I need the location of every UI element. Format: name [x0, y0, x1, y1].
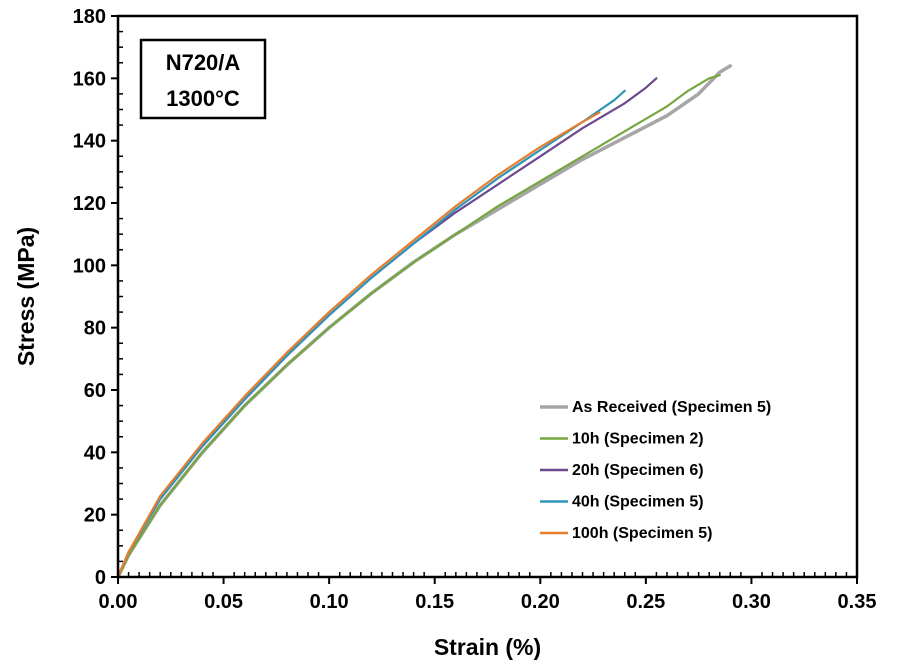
legend-label: As Received (Specimen 5)	[572, 399, 771, 416]
series-line-4	[116, 111, 601, 579]
legend-label: 40h (Specimen 5)	[572, 494, 704, 511]
y-axis-title: Stress (MPa)	[13, 227, 39, 366]
legend-label: 20h (Specimen 6)	[572, 462, 704, 479]
x-axis-title: Strain (%)	[434, 634, 541, 660]
y-tick-label: 80	[84, 318, 106, 340]
y-tick-label: 180	[73, 6, 106, 28]
annotation-box	[139, 38, 267, 120]
y-tick-label: 100	[73, 255, 106, 277]
condition-annotation: N720/A 1300°C	[139, 38, 267, 120]
legend-label: 10h (Specimen 2)	[572, 431, 704, 448]
x-tick-label: 0.15	[415, 591, 454, 613]
x-tick-label: 0.05	[204, 591, 243, 613]
y-tick-label: 60	[84, 380, 106, 402]
x-tick-label: 0.30	[732, 591, 771, 613]
y-tick-label: 40	[84, 442, 106, 464]
y-tick-label: 120	[73, 193, 106, 215]
y-tick-label: 0	[95, 567, 106, 589]
legend-label: 100h (Specimen 5)	[572, 525, 713, 542]
axis-ticks	[111, 15, 858, 584]
legend: As Received (Specimen 5) 10h (Specimen 2)…	[540, 399, 771, 542]
y-tick-label: 20	[84, 505, 106, 527]
x-tick-label: 0.20	[521, 591, 560, 613]
series-layer	[116, 64, 733, 579]
series-line-3	[116, 89, 626, 579]
annotation-line-material: N720/A	[166, 50, 241, 75]
x-tick-label: 0.00	[99, 591, 138, 613]
y-tick-label: 160	[73, 68, 106, 90]
x-tick-label: 0.35	[838, 591, 877, 613]
series-line-1	[116, 74, 721, 579]
annotation-line-temperature: 1300°C	[166, 86, 240, 111]
x-tick-label: 0.10	[310, 591, 349, 613]
x-tick-label: 0.25	[626, 591, 665, 613]
axis-tick-labels: 0.00 0.05 0.10 0.15 0.20 0.25 0.30 0.35 0 20 40 60 8…	[73, 6, 877, 613]
y-tick-label: 140	[73, 131, 106, 153]
